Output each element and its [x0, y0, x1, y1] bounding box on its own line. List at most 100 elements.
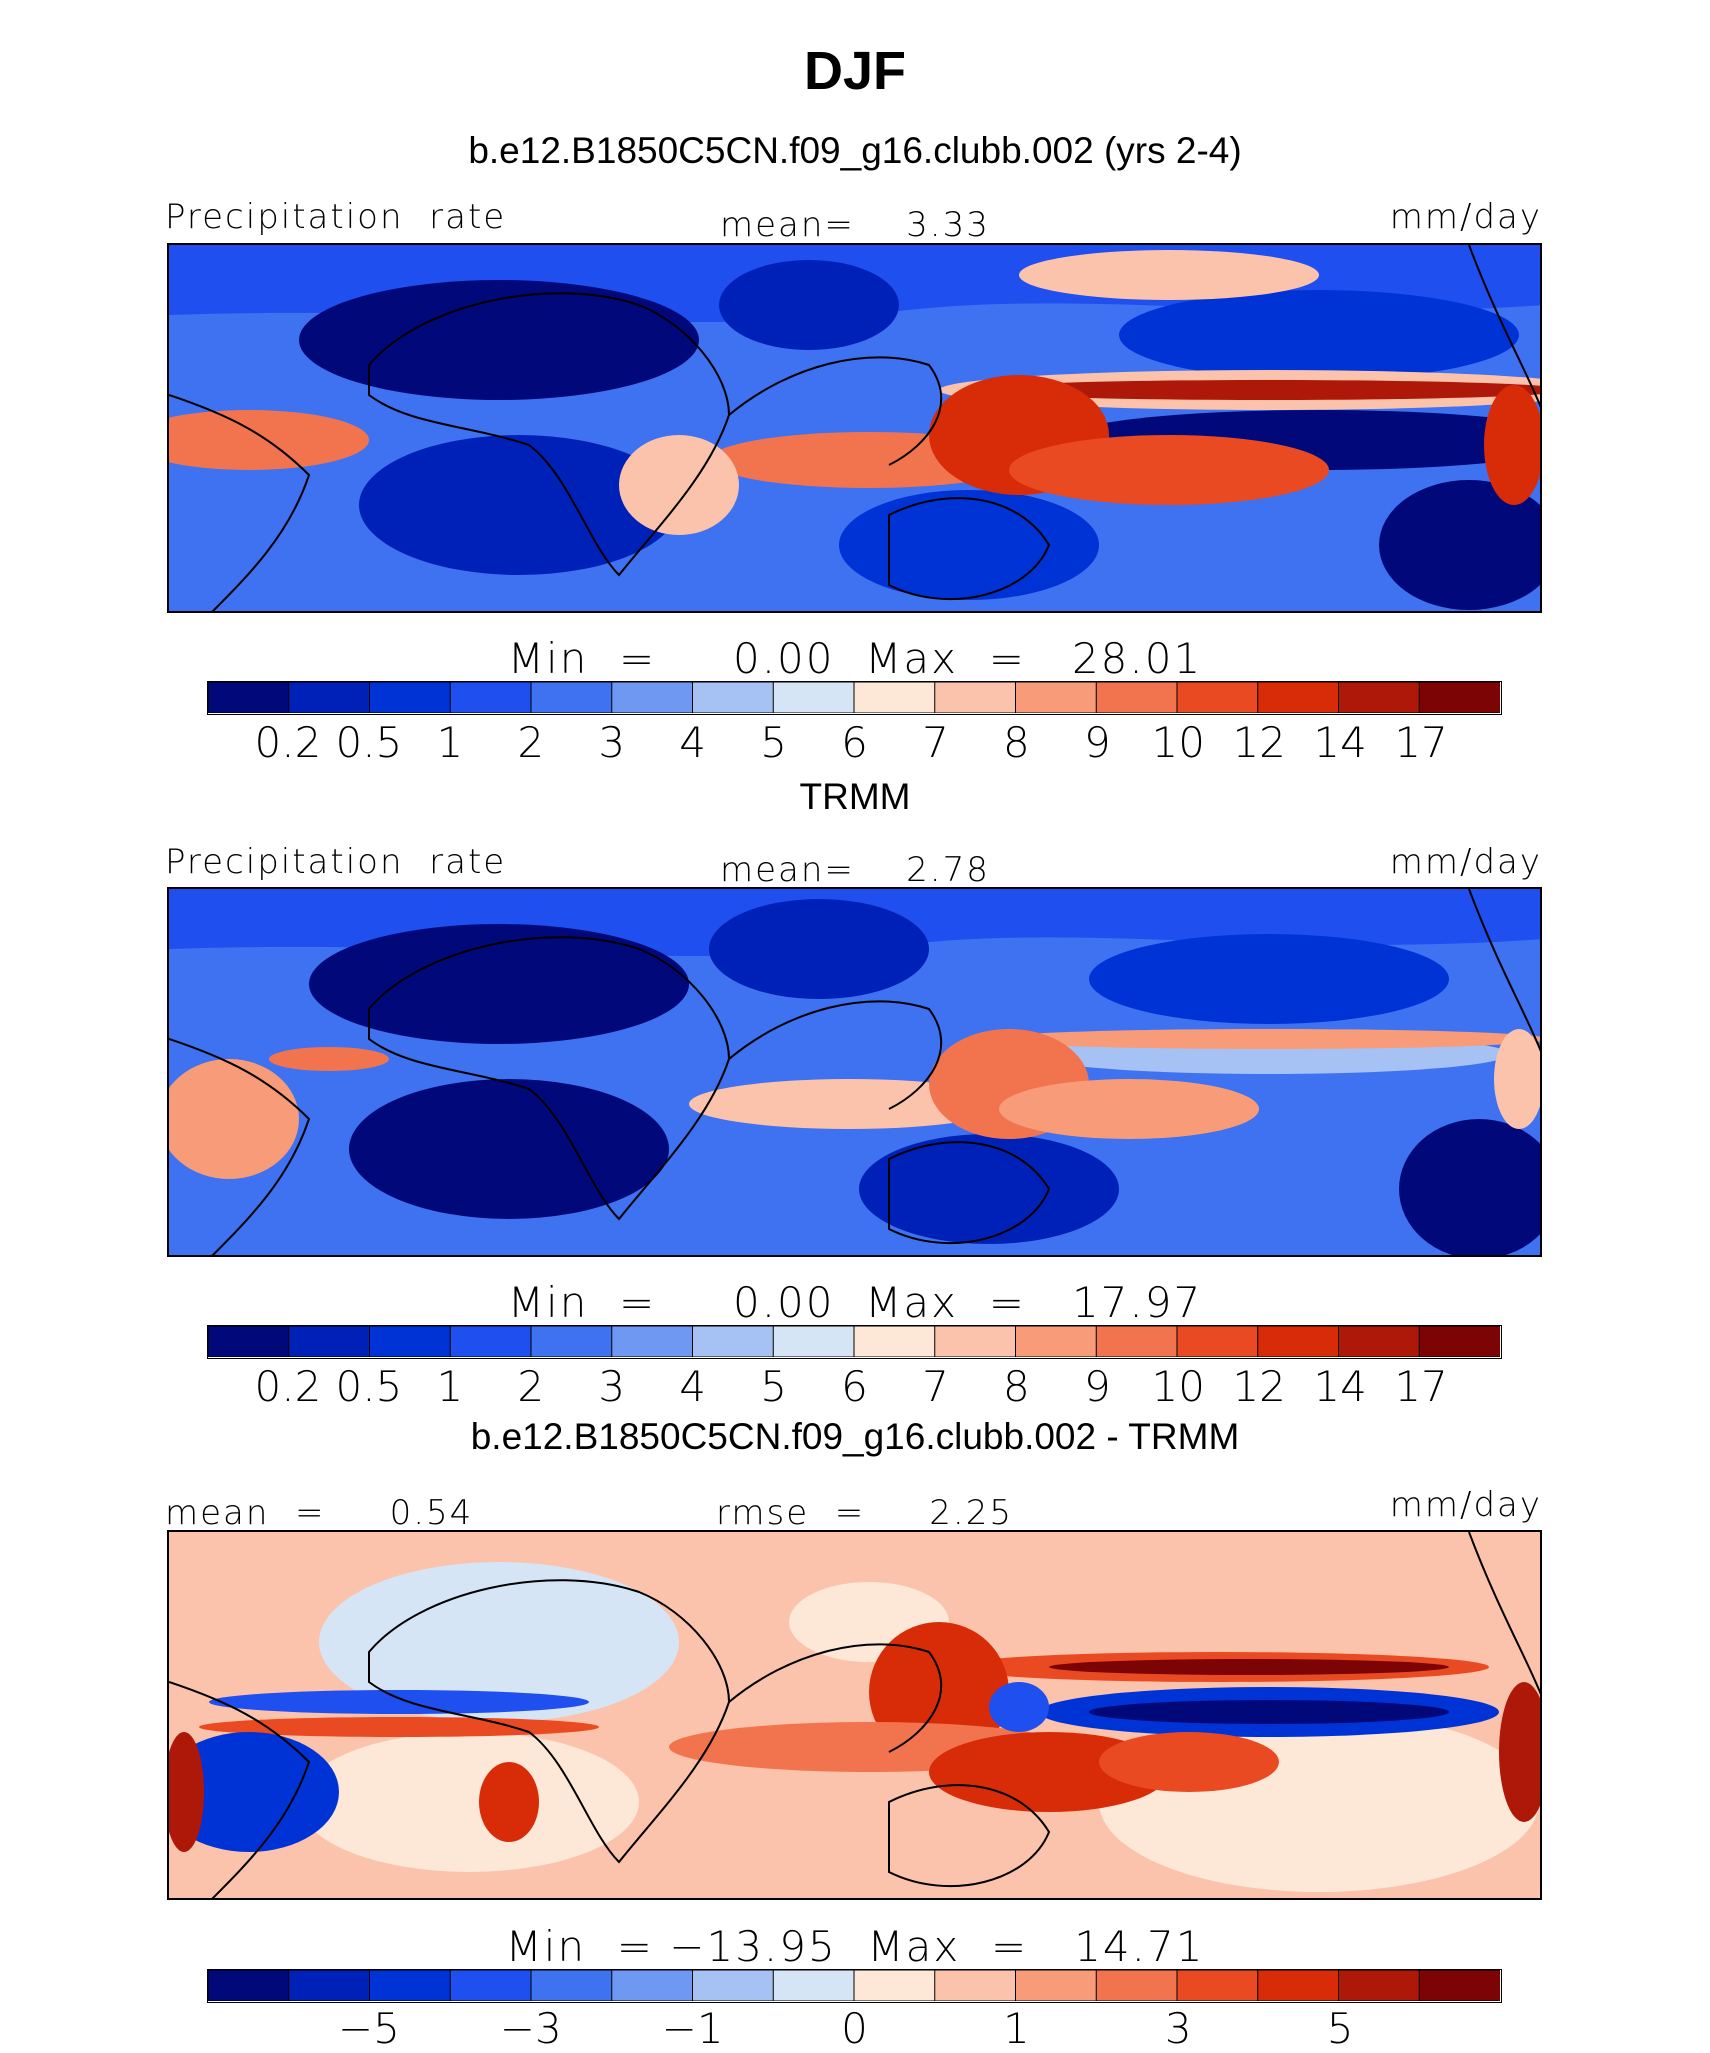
colorbar-tick-label: 8: [1003, 718, 1030, 767]
colorbar-box: [1338, 682, 1421, 713]
colorbar-tick-label: −1: [661, 2004, 724, 2053]
colorbar-box: [288, 1970, 371, 2001]
colorbar-tick-label: 7: [922, 1362, 949, 1411]
colorbar-box: [1257, 1970, 1340, 2001]
colorbar-tick-label: 7: [922, 718, 949, 767]
colorbar-tick-label: 0.5: [335, 1362, 403, 1411]
panel-1-variable-label: Precipitation rate: [165, 197, 507, 237]
panel-3-subtitle: b.e12.B1850C5CN.f09_g16.clubb.002 - TRMM: [470, 1416, 1240, 1457]
panel-2-variable-label: Precipitation rate: [165, 842, 507, 882]
panel-1-mean-label: mean= 3.33: [720, 205, 990, 245]
colorbar-box: [692, 682, 775, 713]
colorbar-tick-label: 14: [1313, 718, 1367, 767]
colorbar-tick-label: 4: [679, 1362, 706, 1411]
colorbar-tick-label: 9: [1083, 718, 1111, 767]
colorbar-box: [692, 1970, 775, 2001]
panel-2-mean-label: mean= 2.78: [720, 850, 990, 890]
colorbar-box: [934, 1326, 1017, 1357]
colorbar-box: [1257, 1326, 1340, 1357]
colorbar-box: [772, 1326, 855, 1357]
colorbar-tick-label: 0.5: [335, 718, 403, 767]
colorbar-box: [208, 682, 290, 713]
colorbar-box: [369, 1970, 452, 2001]
colorbar-box: [1095, 1326, 1178, 1357]
panel-3-colorbar-svg: [208, 1970, 1500, 2001]
colorbar-tick-label: 6: [841, 1362, 868, 1411]
colorbar-tick-label: −3: [499, 2004, 562, 2053]
colorbar-tick-label: 14: [1313, 1362, 1367, 1411]
colorbar-tick-label: 4: [679, 718, 706, 767]
panel-2-minmax: Min = 0.00 Max = 17.97: [507, 1278, 1203, 1327]
panel-3-minmax: Min = −13.95 Max = 14.71: [505, 1922, 1205, 1971]
colorbar-box: [530, 1326, 613, 1357]
colorbar-box: [449, 682, 532, 713]
colorbar-box: [853, 682, 936, 713]
panel-3-rmse-label: rmse = 2.25: [716, 1493, 1013, 1533]
colorbar-box: [934, 682, 1017, 713]
colorbar-tick-label: 10: [1151, 1362, 1205, 1411]
colorbar-box: [934, 1970, 1017, 2001]
colorbar-tick-label: 8: [1003, 1362, 1030, 1411]
panel-3-map: [167, 1530, 1542, 1900]
panel-2-map-svg: [169, 889, 1540, 1255]
colorbar-box: [772, 682, 855, 713]
colorbar-tick-label: 5: [1326, 2004, 1354, 2053]
colorbar-box: [1338, 1970, 1421, 2001]
colorbar-tick-label: 2: [517, 1362, 545, 1411]
colorbar-tick-label: 5: [760, 1362, 787, 1411]
colorbar-box: [208, 1326, 290, 1357]
colorbar-box: [1418, 1970, 1500, 2001]
colorbar-tick-label: 0.2: [254, 1362, 322, 1411]
colorbar-tick-label: 3: [598, 718, 626, 767]
figure-title: DJF: [803, 41, 906, 101]
colorbar-tick-label: 17: [1394, 1362, 1448, 1411]
colorbar-tick-label: 10: [1151, 718, 1205, 767]
panel-2-subtitle: TRMM: [799, 776, 911, 817]
panel-2-colorbar: [207, 1325, 1502, 1359]
colorbar-box: [369, 1326, 452, 1357]
colorbar-box: [208, 1970, 290, 2001]
colorbar-box: [772, 1970, 855, 2001]
colorbar-tick-label: 17: [1394, 718, 1448, 767]
colorbar-box: [1257, 682, 1340, 713]
panel-3-mean-label: mean = 0.54: [165, 1493, 474, 1533]
colorbar-tick-label: 9: [1083, 1362, 1111, 1411]
colorbar-tick-label: 12: [1232, 1362, 1286, 1411]
colorbar-box: [1176, 1326, 1259, 1357]
colorbar-box: [1095, 682, 1178, 713]
panel-1-colorbar: [207, 681, 1502, 715]
panel-2-colorbar-svg: [208, 1326, 1500, 1357]
colorbar-box: [1015, 1970, 1098, 2001]
colorbar-tick-label: 5: [760, 718, 787, 767]
colorbar-box: [1418, 682, 1500, 713]
colorbar-box: [288, 1326, 371, 1357]
colorbar-box: [288, 682, 371, 713]
panel-3-map-svg: [169, 1532, 1540, 1898]
colorbar-tick-label: 3: [598, 1362, 626, 1411]
panel-2-units-label: mm/day: [1389, 842, 1542, 882]
colorbar-box: [611, 1326, 694, 1357]
colorbar-tick-label: 1: [436, 1362, 464, 1411]
colorbar-box: [530, 1970, 613, 2001]
colorbar-tick-label: 1: [1003, 2004, 1030, 2053]
panel-1-map-svg: [169, 245, 1540, 611]
panel-3-units-label: mm/day: [1389, 1485, 1542, 1525]
colorbar-box: [1095, 1970, 1178, 2001]
colorbar-box: [449, 1970, 532, 2001]
colorbar-box: [853, 1970, 936, 2001]
panel-3-colorbar: [207, 1969, 1502, 2003]
colorbar-box: [692, 1326, 775, 1357]
colorbar-tick-label: 3: [1164, 2004, 1192, 2053]
colorbar-box: [449, 1326, 532, 1357]
colorbar-tick-label: 0: [841, 2004, 868, 2053]
colorbar-box: [853, 1326, 936, 1357]
colorbar-box: [530, 682, 613, 713]
colorbar-tick-label: 0.2: [254, 718, 322, 767]
colorbar-tick-label: 2: [517, 718, 545, 767]
panel-1-subtitle: b.e12.B1850C5CN.f09_g16.clubb.002 (yrs 2…: [468, 130, 1242, 171]
panel-1-colorbar-ticks: 0.2 0.5 1 2 3 4 5 6 7 8 9 10 12 14 17: [207, 722, 1502, 766]
panel-1-minmax: Min = 0.00 Max = 28.01: [507, 634, 1203, 683]
colorbar-box: [1176, 1970, 1259, 2001]
colorbar-tick-label: 1: [436, 718, 464, 767]
colorbar-box: [1015, 1326, 1098, 1357]
